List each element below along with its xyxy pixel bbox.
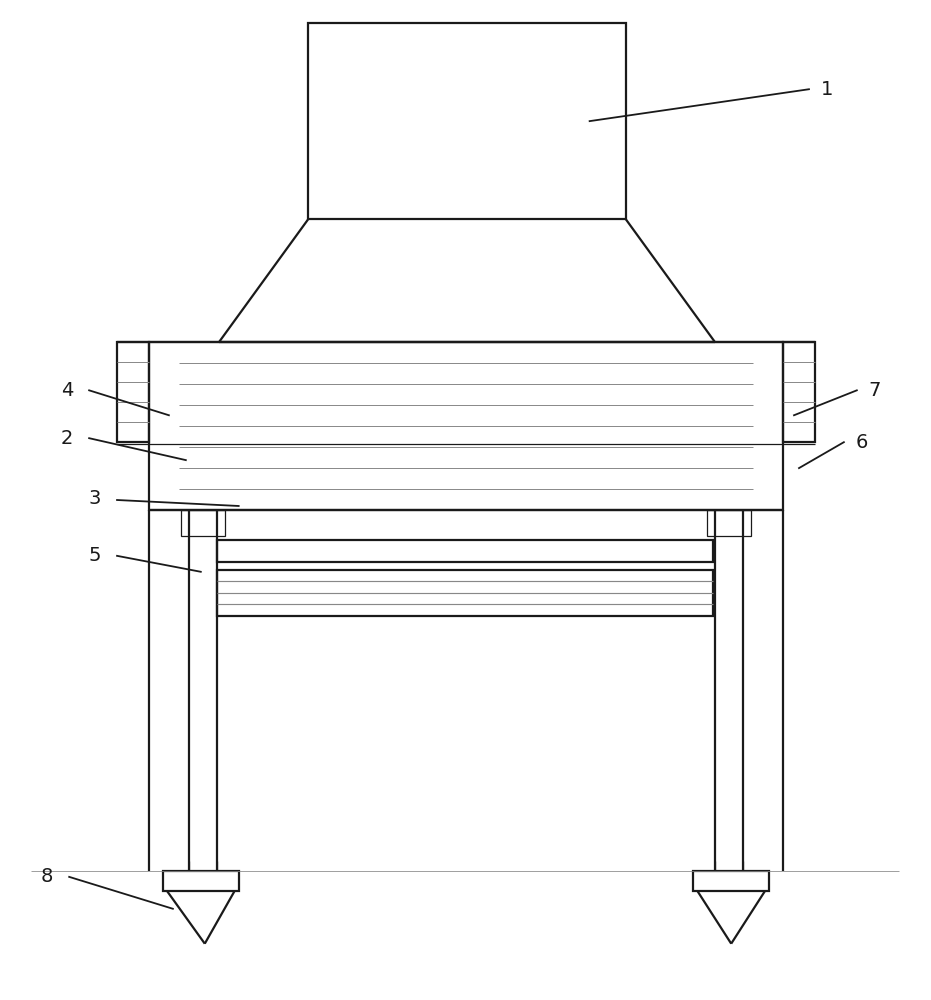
Bar <box>308 23 626 219</box>
Text: 5: 5 <box>88 546 101 565</box>
Text: 6: 6 <box>856 433 869 452</box>
Text: 4: 4 <box>61 381 74 400</box>
Bar <box>694 871 769 891</box>
Bar <box>163 871 238 891</box>
Bar <box>708 510 751 536</box>
Bar <box>117 342 149 442</box>
Text: 8: 8 <box>41 867 53 886</box>
Bar <box>783 342 815 442</box>
Bar <box>217 570 713 616</box>
Bar <box>149 342 783 510</box>
Text: 7: 7 <box>869 381 881 400</box>
Bar <box>181 510 224 536</box>
Bar <box>217 540 713 562</box>
Text: 2: 2 <box>61 429 74 448</box>
Text: 3: 3 <box>88 489 101 508</box>
Text: 1: 1 <box>821 80 833 99</box>
